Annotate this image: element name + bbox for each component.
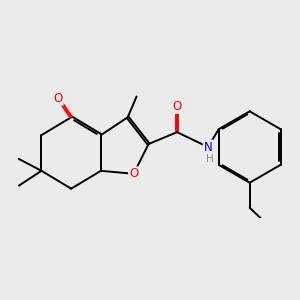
Text: O: O — [53, 92, 63, 105]
Text: O: O — [172, 100, 182, 113]
Text: H: H — [206, 154, 214, 164]
Text: N: N — [204, 140, 212, 154]
Text: O: O — [129, 167, 138, 180]
